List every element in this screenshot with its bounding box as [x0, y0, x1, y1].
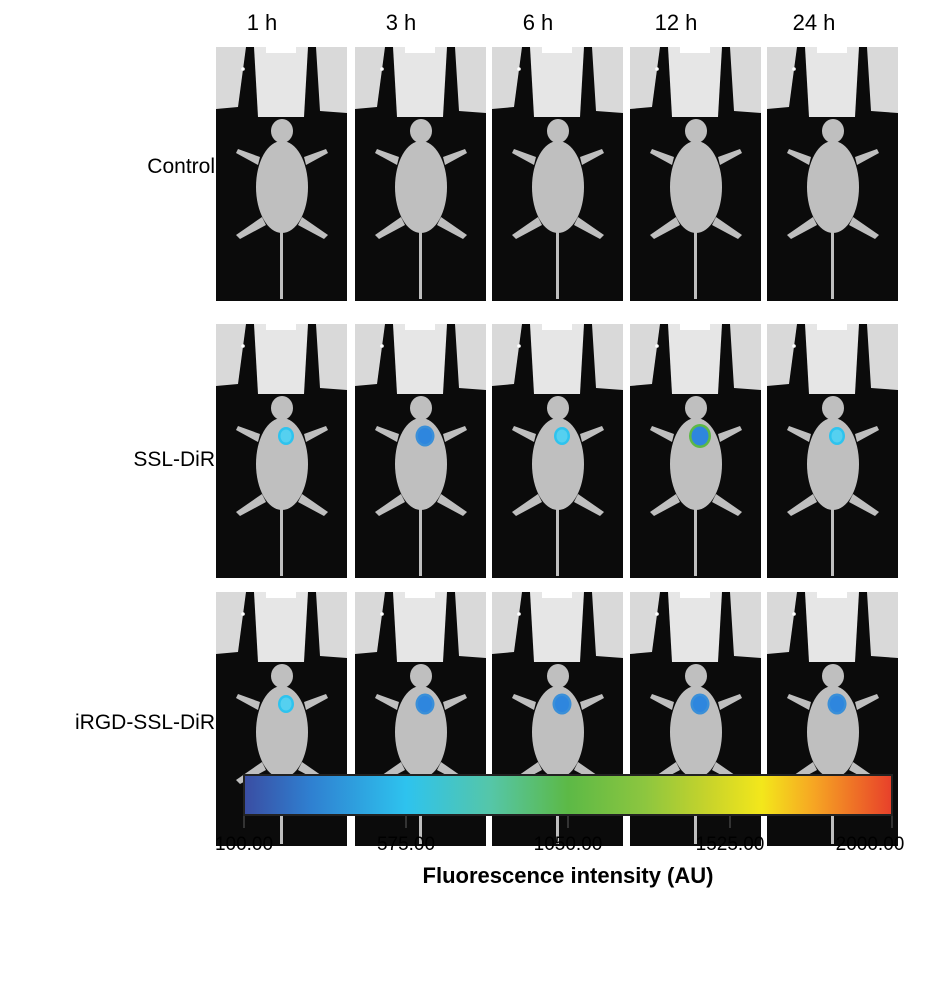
mouse-silhouette [236, 396, 328, 576]
fluorescence-signal [552, 693, 572, 715]
colorbar-tick-label: 1525.00 [695, 834, 765, 855]
mouse-image-panel [767, 47, 898, 301]
mouse-silhouette [787, 396, 879, 576]
fluorescence-signal [415, 693, 435, 715]
mouse-image-panel [355, 47, 486, 301]
colorbar-tick [729, 816, 731, 828]
row-label-ssl-dir: SSL-DiR [133, 448, 215, 471]
mouse-image-panel [492, 324, 623, 578]
column-label-1h: 1 h [246, 10, 278, 35]
mouse-silhouette [375, 396, 467, 576]
colorbar-tick-label: 1050.00 [533, 834, 603, 855]
mouse-silhouette [650, 396, 742, 576]
colorbar-tick-label: 575.00 [376, 834, 436, 855]
mouse-silhouette [787, 119, 879, 299]
mouse-image-panel [767, 324, 898, 578]
mouse-image-panel [216, 324, 347, 578]
fluorescence-signal [690, 693, 710, 715]
colorbar-tick [243, 816, 245, 828]
row-label-control: Control [147, 155, 215, 178]
colorbar-tick [405, 816, 407, 828]
fluorescence-signal [278, 427, 294, 445]
fluorescence-signal [829, 427, 845, 445]
mouse-silhouette [512, 119, 604, 299]
column-label-3h: 3 h [385, 10, 417, 35]
column-label-12h: 12 h [654, 10, 698, 35]
mouse-silhouette [375, 664, 467, 844]
colorbar-tick-label: 2000.00 [835, 834, 905, 855]
row-label-irgd-ssl-dir: iRGD-SSL-DiR [74, 711, 215, 734]
column-label-6h: 6 h [522, 10, 554, 35]
mouse-image-panel [630, 47, 761, 301]
colorbar [243, 774, 893, 816]
fluorescence-signal [689, 424, 711, 448]
mouse-silhouette [512, 396, 604, 576]
fluorescence-signal [827, 693, 847, 715]
fluorescence-signal [415, 425, 435, 447]
mouse-image-panel [216, 47, 347, 301]
mouse-image-panel [355, 324, 486, 578]
mouse-silhouette [787, 664, 879, 844]
column-label-24h: 24 h [792, 10, 836, 35]
mouse-image-panel [492, 47, 623, 301]
mouse-image-panel [767, 592, 898, 846]
colorbar-tick-label: 100.00 [214, 834, 274, 855]
fluorescence-signal [278, 695, 294, 713]
mouse-image-panel [630, 324, 761, 578]
mouse-silhouette [236, 119, 328, 299]
mouse-silhouette [236, 664, 328, 844]
mouse-silhouette [650, 664, 742, 844]
mouse-silhouette [650, 119, 742, 299]
mouse-silhouette [375, 119, 467, 299]
colorbar-title: Fluorescence intensity (AU) [422, 863, 714, 888]
colorbar-tick [891, 816, 893, 828]
colorbar-tick [567, 816, 569, 828]
mouse-silhouette [512, 664, 604, 844]
fluorescence-signal [554, 427, 570, 445]
